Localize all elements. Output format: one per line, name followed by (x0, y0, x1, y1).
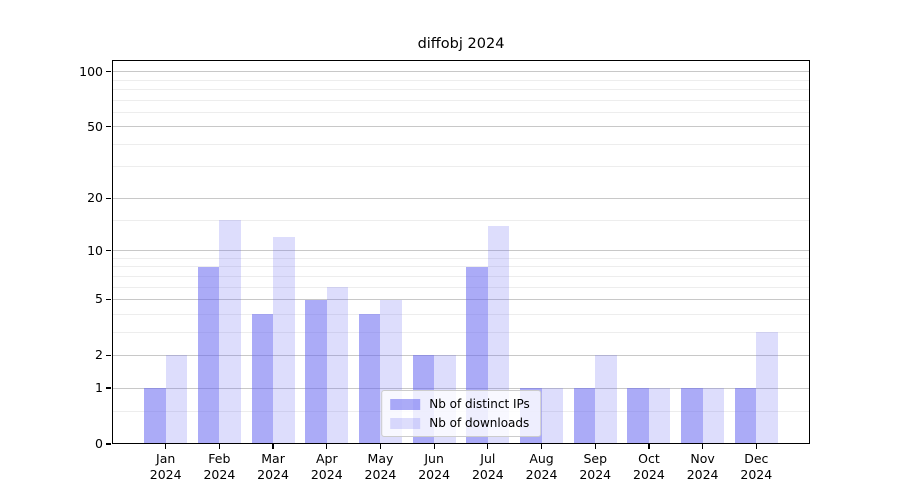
y-axis-tick-label: 1 (95, 380, 103, 396)
x-axis-tick-mark (218, 444, 220, 449)
bar-distinct-ips (251, 314, 274, 444)
y-axis-tick-label: 20 (87, 190, 103, 206)
x-axis-tick-mark (433, 444, 435, 449)
bar-downloads (326, 287, 349, 444)
minor-gridline (112, 166, 810, 168)
y-axis-tick-mark (106, 249, 111, 252)
x-axis-tick-mark (487, 444, 489, 449)
bar-downloads (219, 220, 241, 444)
plot-area: Nb of distinct IPs Nb of downloads (112, 60, 810, 444)
minor-gridline (112, 275, 810, 277)
bar-downloads (595, 355, 617, 444)
y-axis-tick-label: 0 (95, 436, 103, 451)
legend-label: Nb of downloads (429, 416, 530, 430)
x-axis-tick-label: Oct 2024 (633, 451, 665, 482)
legend: Nb of distinct IPs Nb of downloads (381, 390, 541, 437)
bar-downloads (273, 237, 295, 444)
x-axis-tick-mark (594, 444, 596, 449)
legend-label: Nb of distinct IPs (429, 397, 530, 411)
minor-gridline (112, 286, 810, 288)
y-axis-tick-label: 5 (95, 291, 103, 307)
y-axis-tick-mark (106, 298, 111, 301)
bar-distinct-ips (144, 388, 166, 444)
x-axis-tick-label: Jan 2024 (149, 451, 182, 482)
x-axis-tick-label: Jun 2024 (418, 451, 451, 482)
minor-gridline (112, 266, 810, 268)
major-gridline (112, 250, 810, 252)
major-gridline (112, 298, 810, 300)
bar-distinct-ips (358, 314, 381, 444)
minor-gridline (112, 219, 810, 221)
x-axis-tick-label: Jul 2024 (471, 451, 504, 482)
x-axis-tick-mark (540, 444, 543, 449)
major-gridline (112, 71, 810, 73)
x-axis-tick-label: Nov 2024 (686, 451, 719, 482)
y-axis-tick-mark (106, 387, 111, 389)
x-axis-tick-label: Dec 2024 (740, 451, 773, 482)
y-axis-tick-label: 50 (87, 118, 103, 134)
bar-downloads (702, 388, 725, 444)
y-axis-tick-mark (106, 443, 111, 445)
bar-distinct-ips (627, 388, 649, 444)
minor-gridline (112, 257, 810, 259)
bar-distinct-ips (573, 388, 596, 444)
y-axis-tick-label: 100 (79, 63, 103, 79)
major-gridline (112, 354, 810, 356)
minor-gridline (112, 89, 810, 90)
y-axis-tick-mark (106, 354, 111, 356)
bar-distinct-ips (681, 388, 703, 444)
legend-swatch (390, 417, 421, 429)
bar-distinct-ips (197, 266, 220, 444)
bar-downloads (648, 388, 671, 444)
chart-title: diffobj 2024 (417, 36, 505, 52)
x-axis-tick-mark (379, 444, 382, 449)
minor-gridline (112, 313, 810, 315)
x-axis-tick-mark (648, 444, 650, 449)
y-axis-tick-mark (106, 126, 111, 128)
major-gridline (112, 126, 810, 128)
x-axis-tick-mark (702, 444, 704, 449)
legend-entry: Nb of distinct IPs (390, 397, 530, 411)
x-axis-tick-label: Mar 2024 (257, 451, 289, 482)
x-axis-tick-label: May 2024 (364, 451, 397, 482)
legend-entry: Nb of downloads (390, 416, 530, 430)
major-gridline (112, 197, 810, 199)
x-axis-tick-label: Sep 2024 (579, 451, 612, 482)
y-axis-tick-mark (106, 71, 111, 73)
x-axis-tick-mark (165, 444, 167, 449)
x-axis-tick-mark (272, 444, 274, 449)
x-axis-tick-label: Apr 2024 (310, 451, 343, 482)
x-axis-tick-mark (326, 444, 328, 449)
bar-downloads (165, 355, 188, 444)
y-axis-tick-label: 10 (87, 242, 103, 258)
bar-distinct-ips (305, 299, 327, 444)
bar-distinct-ips (734, 388, 757, 444)
bar-downloads (541, 388, 564, 444)
major-gridline (112, 387, 810, 389)
minor-gridline (112, 143, 810, 145)
minor-gridline (112, 79, 810, 81)
bar-downloads (487, 225, 510, 444)
x-axis-tick-label: Feb 2024 (203, 451, 236, 482)
legend-swatch (390, 398, 421, 410)
x-axis-tick-label: Aug 2024 (525, 451, 558, 482)
y-axis-tick-mark (106, 197, 111, 199)
bar-downloads (756, 332, 778, 444)
minor-gridline (112, 331, 810, 333)
minor-gridline (112, 111, 810, 113)
x-axis-tick-mark (755, 444, 757, 449)
y-axis-tick-label: 2 (95, 347, 103, 363)
minor-gridline (112, 99, 810, 101)
